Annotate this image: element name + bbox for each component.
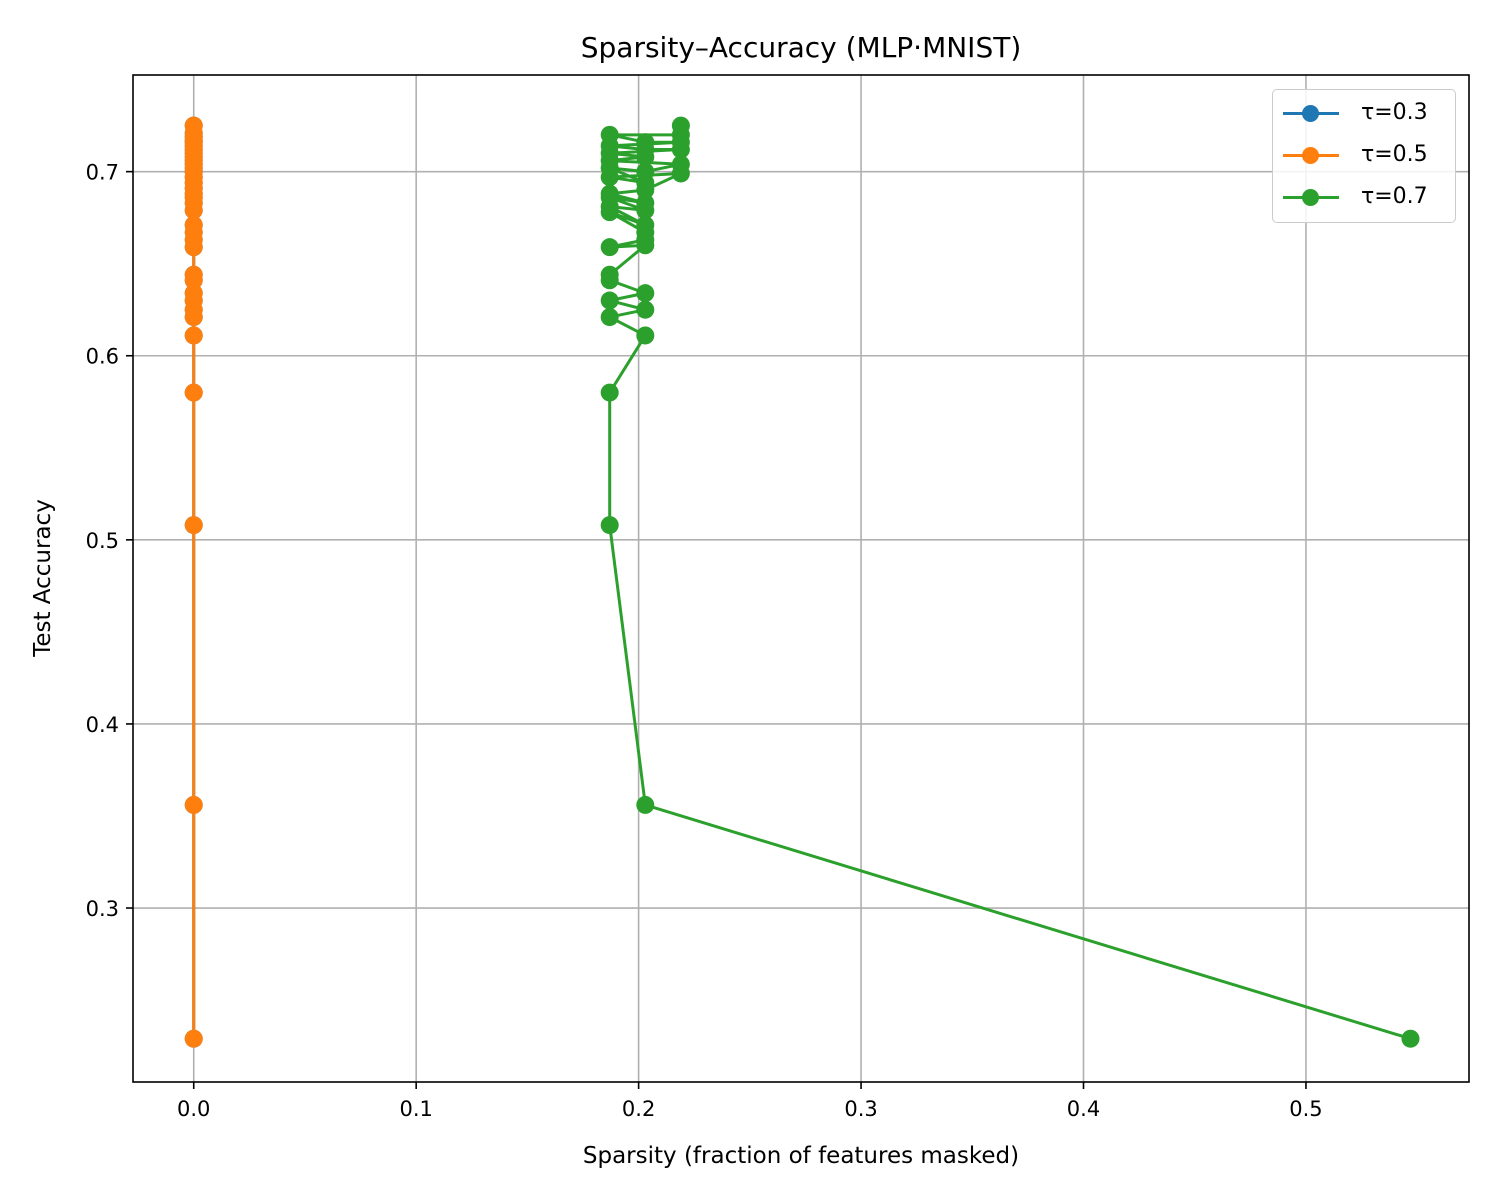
data-point	[636, 300, 655, 319]
data-point	[184, 216, 203, 235]
data-point	[600, 265, 619, 284]
legend-marker-tau-0-7	[1302, 189, 1319, 206]
series-τ=0.7	[600, 116, 1420, 1048]
legend: τ=0.3 τ=0.5 τ=0.7	[1272, 89, 1456, 223]
y-tick-label: 0.5	[86, 529, 119, 553]
legend-label-tau-0-7: τ=0.7	[1361, 184, 1428, 209]
legend-item-tau-0-7: τ=0.7	[1273, 177, 1455, 217]
y-tick-label: 0.7	[86, 161, 119, 185]
data-point	[636, 162, 655, 181]
data-point	[184, 383, 203, 402]
series-line	[608, 125, 1411, 1041]
axis-ticks: 0.0 0.1 0.2 0.3 0.4 0.5 0.3 0.4 0.5 0.6 0.7	[86, 161, 1323, 1121]
plot-area-frame	[132, 74, 1470, 1083]
x-tick-label: 0.1	[399, 1097, 432, 1121]
y-tick-label: 0.3	[86, 897, 119, 921]
data-point	[636, 133, 655, 152]
data-point	[184, 265, 203, 284]
data-point	[671, 116, 690, 135]
x-tick-label: 0.5	[1289, 1097, 1322, 1121]
data-point	[600, 308, 619, 327]
data-point	[671, 155, 690, 174]
data-point	[636, 326, 655, 345]
data-point	[184, 1029, 203, 1048]
data-point	[600, 184, 619, 203]
plot-series	[184, 116, 1420, 1048]
legend-item-tau-0-3: τ=0.3	[1273, 93, 1455, 133]
legend-label-tau-0-5: τ=0.5	[1361, 142, 1428, 167]
data-point	[600, 383, 619, 402]
y-axis-label: Test Accuracy	[30, 499, 56, 658]
x-tick-label: 0.3	[844, 1097, 877, 1121]
series-τ=0.5	[184, 116, 203, 1048]
x-tick-label: 0.2	[622, 1097, 655, 1121]
chart-title: Sparsity–Accuracy (MLP·MNIST)	[581, 31, 1022, 64]
y-tick-label: 0.4	[86, 713, 119, 737]
x-axis-label: Sparsity (fraction of features masked)	[583, 1143, 1019, 1169]
data-point	[184, 326, 203, 345]
y-tick-label: 0.6	[86, 345, 119, 369]
data-point	[184, 795, 203, 814]
grid-lines	[133, 75, 1469, 1082]
data-point	[636, 193, 655, 212]
data-point	[600, 125, 619, 144]
data-point	[184, 516, 203, 535]
legend-label-tau-0-3: τ=0.3	[1361, 100, 1428, 125]
data-point	[636, 795, 655, 814]
data-point	[184, 116, 203, 135]
data-point	[600, 516, 619, 535]
data-point	[600, 291, 619, 310]
data-point	[184, 284, 203, 303]
legend-marker-tau-0-5	[1302, 147, 1319, 164]
legend-marker-tau-0-3	[1302, 105, 1319, 122]
data-point	[600, 238, 619, 257]
data-point	[1401, 1029, 1420, 1048]
x-tick-label: 0.4	[1067, 1097, 1100, 1121]
legend-item-tau-0-5: τ=0.5	[1273, 135, 1455, 175]
x-tick-label: 0.0	[177, 1097, 210, 1121]
data-point	[636, 216, 655, 235]
data-point	[636, 284, 655, 303]
